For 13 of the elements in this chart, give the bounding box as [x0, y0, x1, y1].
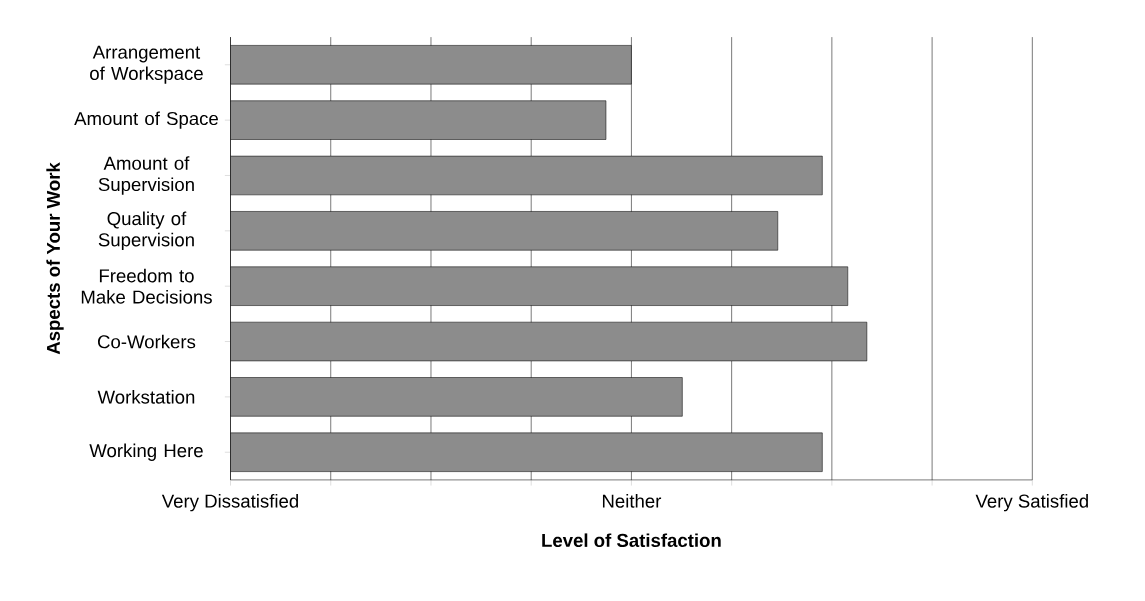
y-axis-title: Aspects of Your Work [46, 162, 64, 355]
y-tick-label: Co-Workers [97, 334, 196, 349]
y-tick-label: Working Here [89, 443, 203, 461]
y-tick-label: Workstation [97, 390, 195, 404]
y-tick-label: Amount of Supervision [98, 156, 194, 195]
text: Very Dissatisfied [161, 494, 299, 512]
text: Neither [602, 494, 662, 508]
y-tick-label: Freedom to Make Decisions [81, 268, 212, 304]
y-tick-label: Amount of Space [74, 111, 218, 129]
y-tick-label: Arrangement of Workspace [90, 45, 203, 84]
y-tick-label: Quality of Supervision [98, 211, 194, 251]
x-axis-title: Level of Satisfaction [542, 533, 721, 548]
text: Very Satisfied [975, 494, 1088, 512]
